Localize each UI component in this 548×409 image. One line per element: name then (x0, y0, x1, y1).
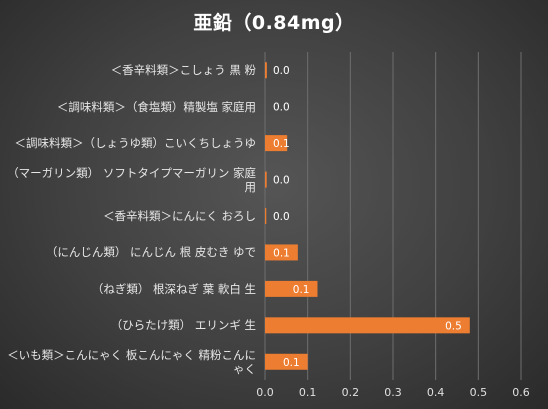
data-label: 0.1 (273, 247, 290, 259)
data-label: 0.0 (273, 65, 290, 77)
x-tick-label: 0.1 (299, 386, 317, 399)
x-tick-label: 0.6 (512, 386, 530, 399)
bar (265, 353, 308, 370)
category-label: （ねぎ類） 根深ねぎ 葉 軟白 生 (91, 281, 256, 296)
category-label: ＜いも類＞こんにゃく 板こんにゃく 精粉こんにゃく (7, 347, 256, 376)
category-label: （マーガリン類） ソフトタイプマーガリン 家庭用 (7, 165, 256, 194)
bar (265, 62, 267, 79)
x-tick-label: 0.2 (342, 386, 360, 399)
data-label: 0.0 (273, 211, 290, 223)
bar (265, 171, 267, 188)
x-tick-label: 0.3 (384, 386, 402, 399)
data-label: 0.5 (445, 320, 462, 332)
x-tick-label: 0.4 (427, 386, 445, 399)
x-tick-label: 0.5 (470, 386, 488, 399)
bar (265, 244, 298, 261)
category-label: ＜香辛料類＞にんにく おろし (103, 209, 256, 223)
bar (265, 317, 470, 334)
data-label: 0.0 (273, 175, 290, 187)
bar (265, 135, 288, 152)
bar (265, 280, 318, 297)
category-label: ＜香辛料類＞こしょう 黒 粉 (110, 63, 256, 78)
x-tick-label: 0.0 (256, 386, 274, 399)
category-label: （ひらたけ類） エリンギ 生 (110, 318, 256, 333)
chart-title: 亜鉛（0.84mg） (193, 12, 355, 34)
data-label: 0.1 (273, 138, 290, 150)
data-label: 0.0 (273, 102, 290, 114)
data-label: 0.1 (283, 357, 300, 369)
bar (265, 208, 267, 224)
data-label: 0.1 (293, 284, 310, 296)
category-label: ＜調味料類＞（しょうゆ類）こいくちしょうゆ (14, 136, 257, 151)
category-label: （にんじん類） にんじん 根 皮むき ゆで (45, 245, 256, 260)
category-label: ＜調味料類＞（食塩類）精製塩 家庭用 (56, 99, 256, 114)
